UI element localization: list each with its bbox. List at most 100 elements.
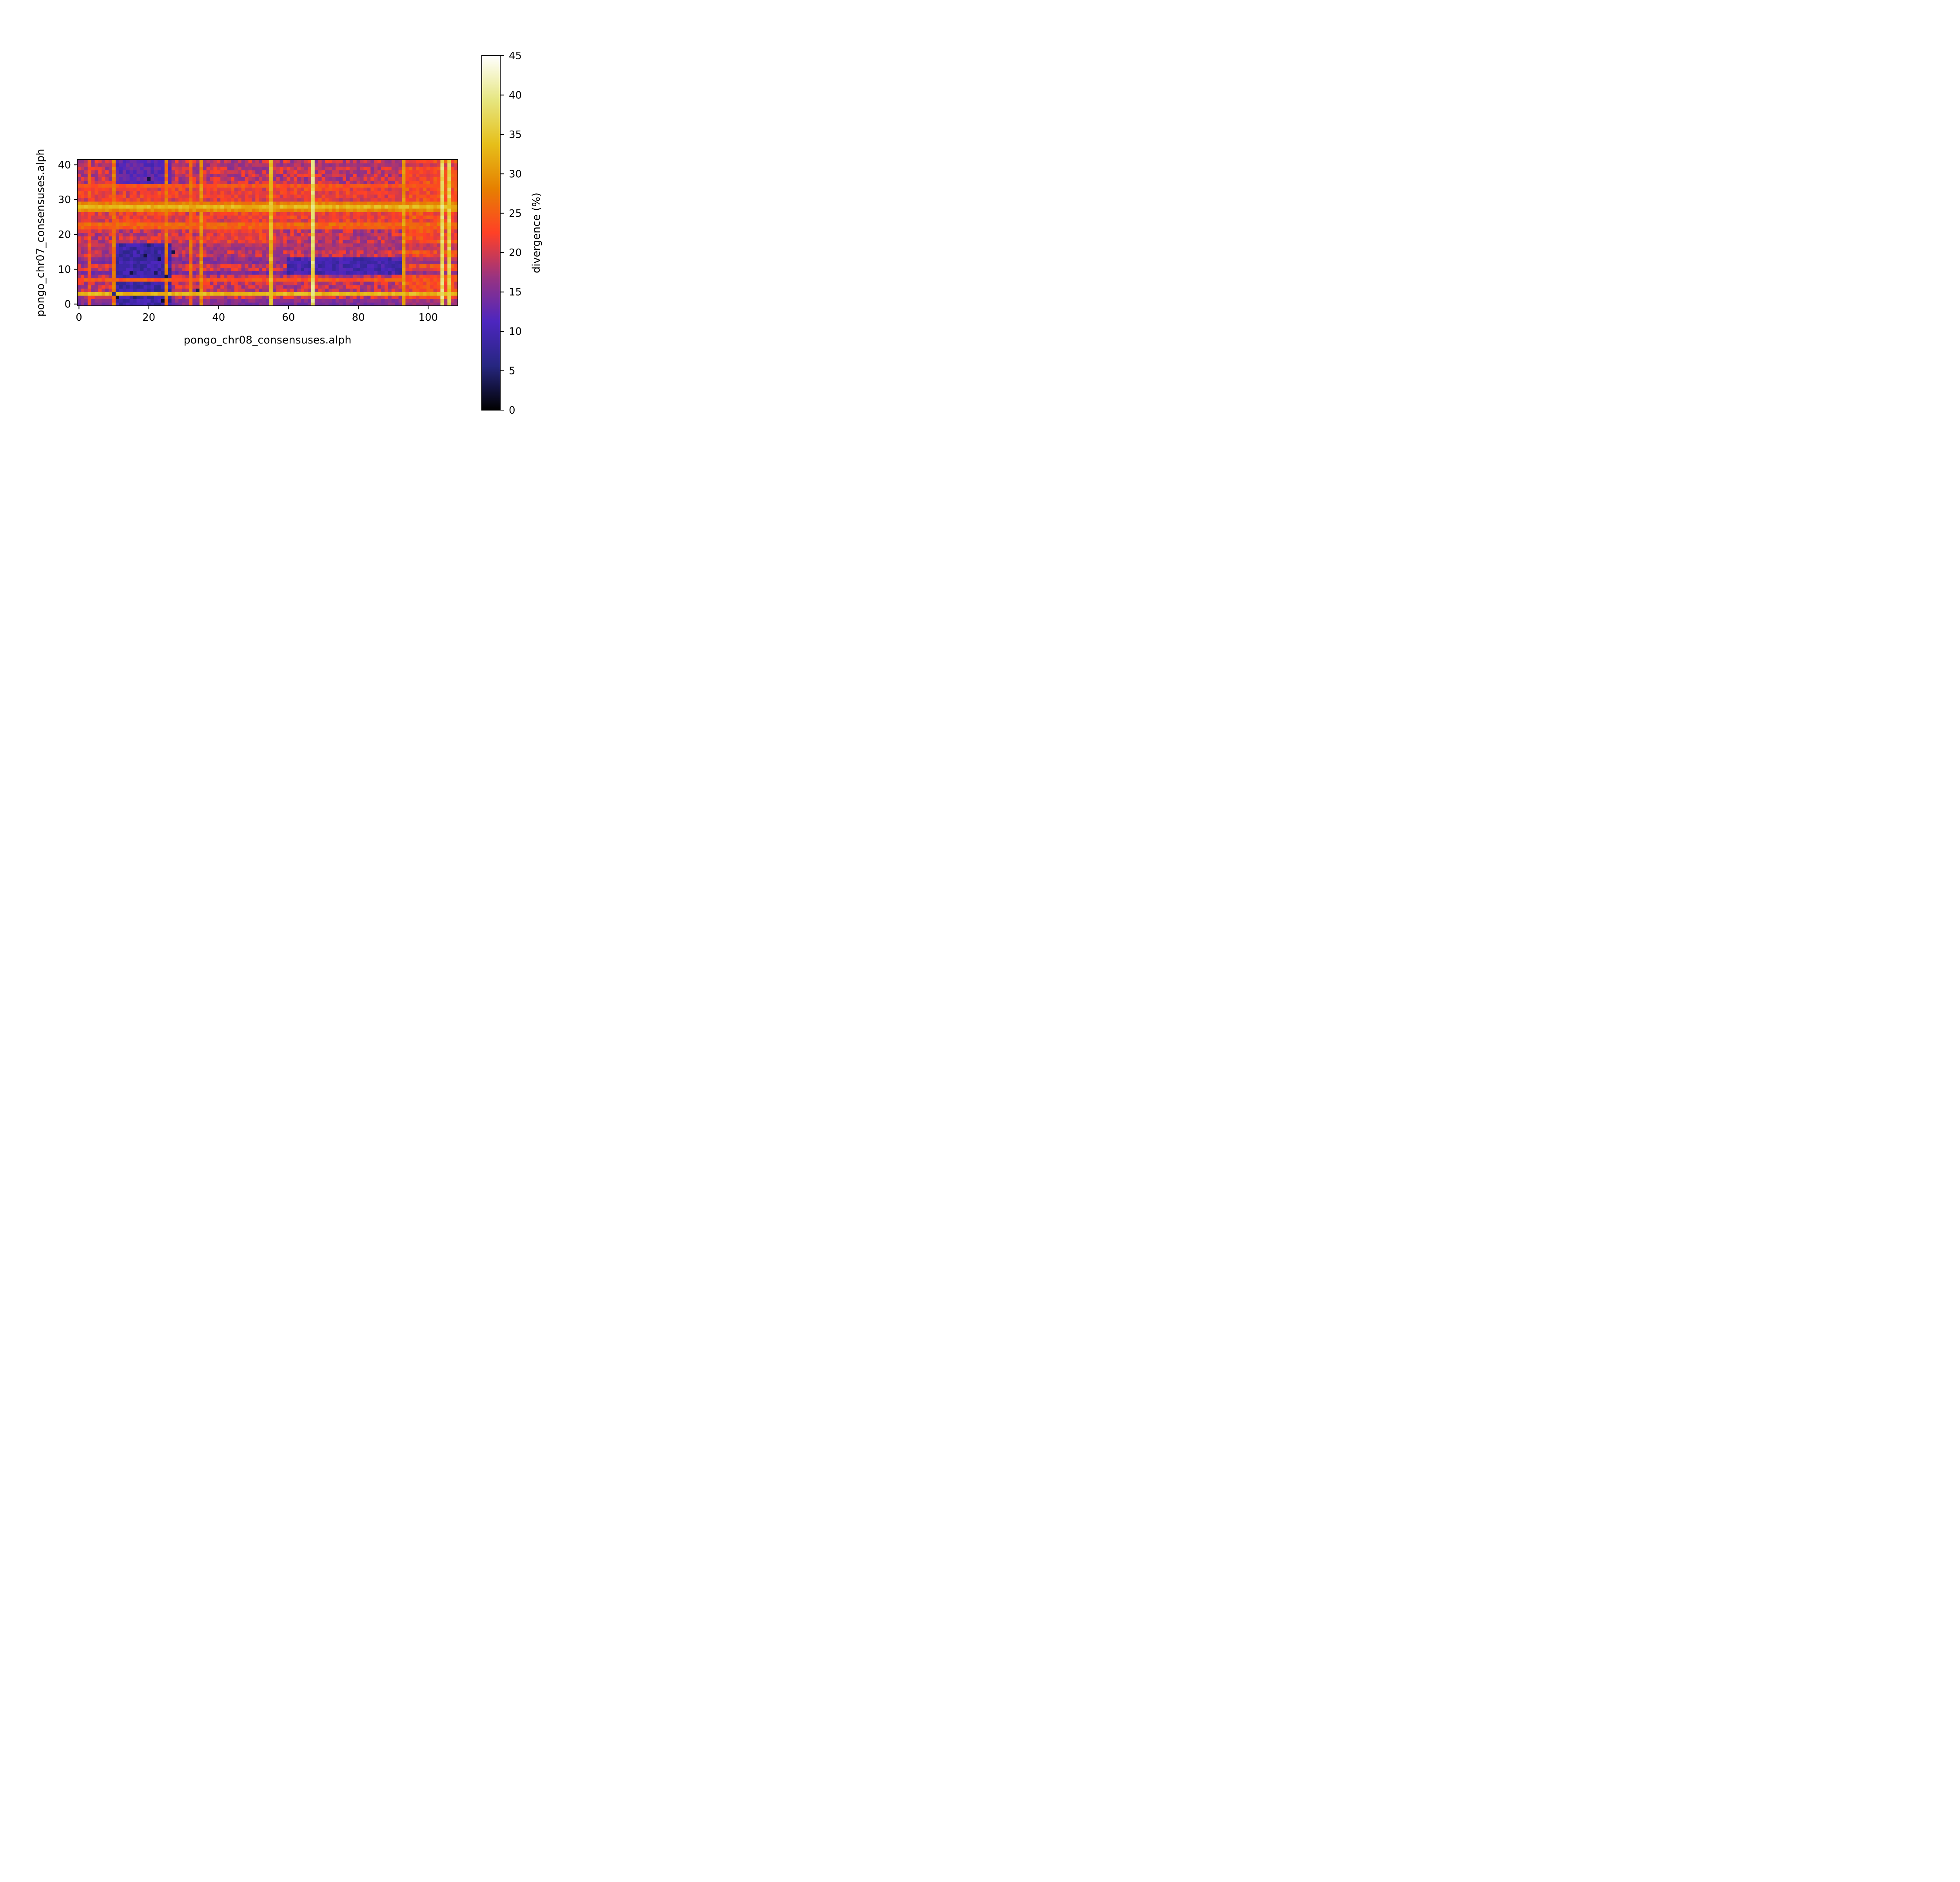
heatmap-cell (311, 212, 315, 216)
heatmap-cell (143, 292, 147, 296)
heatmap-cell (98, 170, 102, 174)
heatmap-cell (301, 194, 305, 198)
heatmap-cell (419, 160, 423, 163)
heatmap-cell (122, 281, 127, 285)
heatmap-cell (199, 184, 203, 188)
heatmap-cell (224, 281, 228, 285)
heatmap-cell (77, 295, 81, 299)
heatmap-cell (129, 184, 134, 188)
heatmap-cell (279, 302, 284, 306)
heatmap-cell (87, 267, 92, 271)
heatmap-cell (133, 218, 137, 223)
heatmap-cell (283, 264, 287, 268)
heatmap-cell (126, 222, 130, 226)
heatmap-cell (248, 285, 252, 289)
heatmap-cell (356, 173, 361, 177)
heatmap-cell (269, 250, 273, 254)
heatmap-cell (374, 278, 378, 282)
heatmap-cell (332, 194, 336, 198)
heatmap-cell (346, 205, 350, 209)
heatmap-cell (227, 236, 231, 240)
heatmap-cell (122, 225, 127, 230)
heatmap-cell (154, 285, 158, 289)
heatmap-cell (98, 292, 102, 296)
heatmap-cell (126, 236, 130, 240)
heatmap-cell (196, 177, 200, 181)
heatmap-cell (384, 184, 388, 188)
heatmap-cell (454, 222, 458, 226)
heatmap-cell (143, 240, 147, 243)
heatmap-cell (136, 222, 140, 226)
heatmap-cell (301, 229, 305, 233)
heatmap-cell (178, 250, 182, 254)
heatmap-cell (426, 240, 430, 243)
heatmap-cell (360, 201, 364, 205)
heatmap-cell (164, 205, 169, 209)
heatmap-cell (384, 260, 388, 265)
heatmap-cell (80, 201, 85, 205)
heatmap-cell (346, 187, 350, 191)
heatmap-cell (325, 187, 329, 191)
heatmap-cell (283, 177, 287, 181)
heatmap-cell (423, 285, 427, 289)
heatmap-cell (332, 302, 336, 306)
heatmap-cell (266, 267, 270, 271)
heatmap-cell (203, 253, 207, 258)
heatmap-cell (161, 264, 165, 268)
heatmap-cell (227, 160, 231, 163)
heatmap-cell (346, 233, 350, 236)
heatmap-cell (133, 247, 137, 251)
heatmap-cell (84, 215, 88, 219)
heatmap-cell (343, 170, 347, 174)
heatmap-cell (168, 170, 172, 174)
heatmap-cell (98, 208, 102, 212)
heatmap-cell (283, 260, 287, 265)
heatmap-cell (105, 233, 109, 236)
heatmap-cell (119, 285, 123, 289)
heatmap-cell (94, 292, 99, 296)
heatmap-cell (84, 173, 88, 177)
heatmap-cell (168, 225, 172, 230)
heatmap-cell (178, 229, 182, 233)
heatmap-cell (377, 250, 381, 254)
heatmap-cell (94, 180, 99, 184)
heatmap-cell (129, 278, 134, 282)
heatmap-cell (391, 212, 396, 216)
heatmap-cell (262, 281, 266, 285)
heatmap-cell (259, 201, 263, 205)
heatmap-cell (405, 180, 409, 184)
heatmap-cell (290, 257, 294, 261)
heatmap-cell (98, 191, 102, 195)
heatmap-cell (115, 271, 120, 275)
heatmap-cell (230, 253, 235, 258)
heatmap-cell (151, 205, 154, 209)
heatmap-cell (98, 180, 102, 184)
heatmap-cell (405, 201, 409, 205)
heatmap-cell (346, 212, 350, 216)
heatmap-cell (381, 288, 385, 292)
heatmap-cell (192, 163, 196, 167)
heatmap-cell (402, 184, 406, 188)
heatmap-cell (199, 177, 203, 181)
heatmap-cell (262, 201, 266, 205)
heatmap-cell (80, 243, 85, 247)
heatmap-cell (339, 253, 343, 258)
heatmap-cell (203, 160, 207, 163)
heatmap-cell (157, 215, 162, 219)
heatmap-cell (430, 302, 434, 306)
heatmap-cell (314, 243, 319, 247)
heatmap-cell (151, 198, 154, 202)
heatmap-cell (234, 299, 238, 303)
heatmap-cell (321, 288, 326, 292)
heatmap-cell (283, 271, 287, 275)
heatmap-cell (307, 191, 312, 195)
heatmap-cell (374, 187, 378, 191)
heatmap-cell (269, 295, 273, 299)
heatmap-cell (367, 247, 371, 251)
heatmap-cell (416, 267, 420, 271)
heatmap-cell (419, 278, 423, 282)
heatmap-cell (210, 184, 214, 188)
heatmap-cell (199, 160, 203, 163)
heatmap-cell (238, 229, 242, 233)
heatmap-cell (304, 243, 308, 247)
